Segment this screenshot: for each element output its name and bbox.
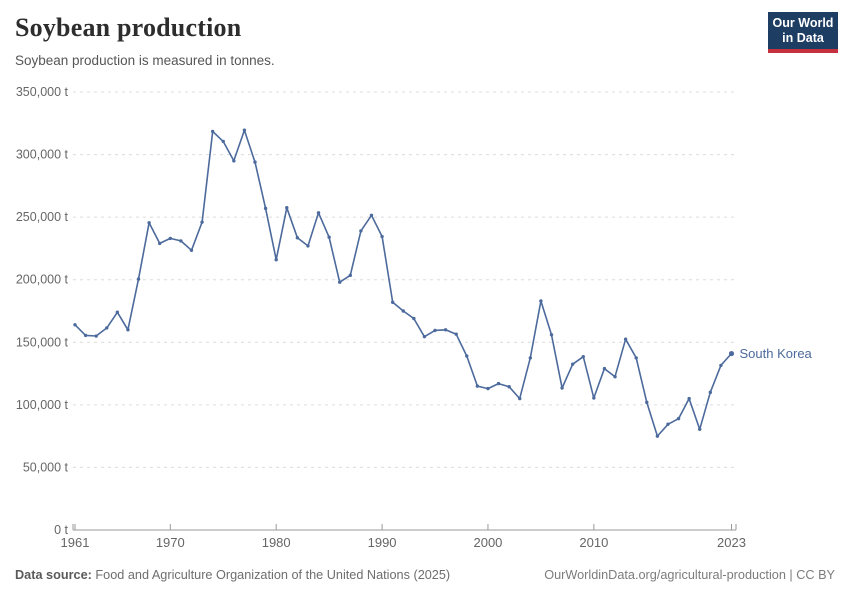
series-label-south-korea[interactable]: South Korea: [739, 345, 812, 361]
y-axis-tick-label: 50,000 t: [23, 460, 69, 474]
data-source-label: Data source:: [15, 568, 92, 582]
data-point[interactable]: [422, 334, 427, 339]
y-axis-tick-label: 300,000 t: [16, 148, 69, 162]
data-point[interactable]: [465, 354, 469, 358]
data-point[interactable]: [94, 334, 98, 338]
x-axis-tick-label: 1961: [61, 535, 90, 550]
data-point[interactable]: [728, 350, 735, 357]
data-source-note: Data source: Food and Agriculture Organi…: [15, 568, 450, 582]
data-point[interactable]: [719, 363, 723, 368]
data-point[interactable]: [623, 337, 628, 341]
data-point[interactable]: [83, 333, 88, 338]
data-point[interactable]: [348, 273, 353, 278]
data-point[interactable]: [486, 386, 490, 391]
data-point[interactable]: [655, 434, 660, 438]
data-point[interactable]: [73, 323, 77, 327]
series-line[interactable]: [74, 129, 733, 437]
data-point[interactable]: [581, 354, 585, 359]
data-point[interactable]: [645, 400, 649, 405]
data-point[interactable]: [295, 236, 300, 240]
data-point[interactable]: [496, 381, 501, 386]
data-point[interactable]: [528, 356, 533, 360]
data-point[interactable]: [327, 235, 331, 239]
y-axis-tick-label: 200,000 t: [16, 273, 69, 287]
data-point[interactable]: [676, 416, 681, 421]
data-point[interactable]: [274, 257, 278, 262]
data-point[interactable]: [242, 128, 247, 132]
data-point[interactable]: [443, 328, 448, 332]
data-point[interactable]: [634, 356, 638, 360]
data-point[interactable]: [518, 396, 522, 401]
data-point[interactable]: [708, 390, 713, 395]
data-point[interactable]: [539, 299, 543, 303]
data-point[interactable]: [602, 366, 607, 371]
data-point[interactable]: [560, 386, 564, 390]
x-axis-tick-label: 1990: [368, 535, 397, 550]
data-point[interactable]: [126, 328, 130, 332]
data-point[interactable]: [390, 300, 395, 304]
data-point[interactable]: [168, 236, 172, 241]
data-point[interactable]: [147, 221, 151, 225]
data-point[interactable]: [380, 234, 384, 239]
data-point[interactable]: [232, 159, 236, 163]
y-axis-tick-label: 100,000 t: [16, 398, 69, 412]
data-point[interactable]: [158, 241, 162, 246]
x-axis-tick-label: 2023: [717, 535, 746, 550]
chart-footer: Data source: Food and Agriculture Organi…: [15, 568, 835, 582]
data-point[interactable]: [136, 277, 141, 281]
data-point[interactable]: [263, 206, 268, 211]
data-point[interactable]: [285, 206, 289, 210]
data-point[interactable]: [698, 427, 702, 431]
data-point[interactable]: [666, 422, 670, 426]
x-axis-tick-label: 1970: [156, 535, 185, 550]
data-point[interactable]: [200, 220, 204, 224]
x-axis-tick-label: 1980: [262, 535, 291, 550]
data-point[interactable]: [306, 244, 310, 248]
data-point[interactable]: [210, 129, 215, 134]
data-point[interactable]: [454, 332, 458, 336]
data-point[interactable]: [412, 316, 416, 321]
license-link[interactable]: OurWorldinData.org/agricultural-producti…: [544, 568, 835, 582]
data-point[interactable]: [338, 280, 342, 284]
y-axis-tick-label: 250,000 t: [16, 210, 69, 224]
chart-subtitle: Soybean production is measured in tonnes…: [15, 53, 275, 68]
data-point[interactable]: [369, 213, 374, 217]
data-point[interactable]: [253, 160, 257, 164]
data-point[interactable]: [316, 211, 321, 215]
data-point[interactable]: [105, 326, 109, 330]
data-point[interactable]: [115, 310, 120, 314]
data-point[interactable]: [359, 229, 363, 233]
data-point[interactable]: [221, 139, 225, 144]
data-point[interactable]: [179, 239, 183, 243]
data-point[interactable]: [507, 385, 511, 389]
data-point[interactable]: [401, 309, 405, 313]
data-source-text: Food and Agriculture Organization of the…: [95, 568, 451, 582]
owid-logo-line1: Our World: [772, 15, 834, 30]
data-point[interactable]: [549, 333, 554, 337]
y-axis-tick-label: 0 t: [54, 523, 68, 537]
x-axis-tick-label: 2010: [579, 535, 608, 550]
owid-logo[interactable]: Our World in Data: [768, 12, 838, 53]
y-axis-tick-label: 350,000 t: [16, 85, 69, 99]
x-axis-tick-label: 2000: [473, 535, 502, 550]
data-point[interactable]: [592, 396, 596, 400]
page-title: Soybean production: [15, 13, 242, 42]
data-point[interactable]: [687, 396, 691, 401]
data-point[interactable]: [189, 248, 194, 253]
owid-logo-line2: in Data: [782, 30, 824, 45]
data-point[interactable]: [570, 362, 575, 366]
data-point[interactable]: [613, 375, 617, 379]
data-point[interactable]: [475, 384, 480, 388]
y-axis-tick-label: 150,000 t: [16, 335, 69, 349]
data-point[interactable]: [433, 328, 437, 333]
